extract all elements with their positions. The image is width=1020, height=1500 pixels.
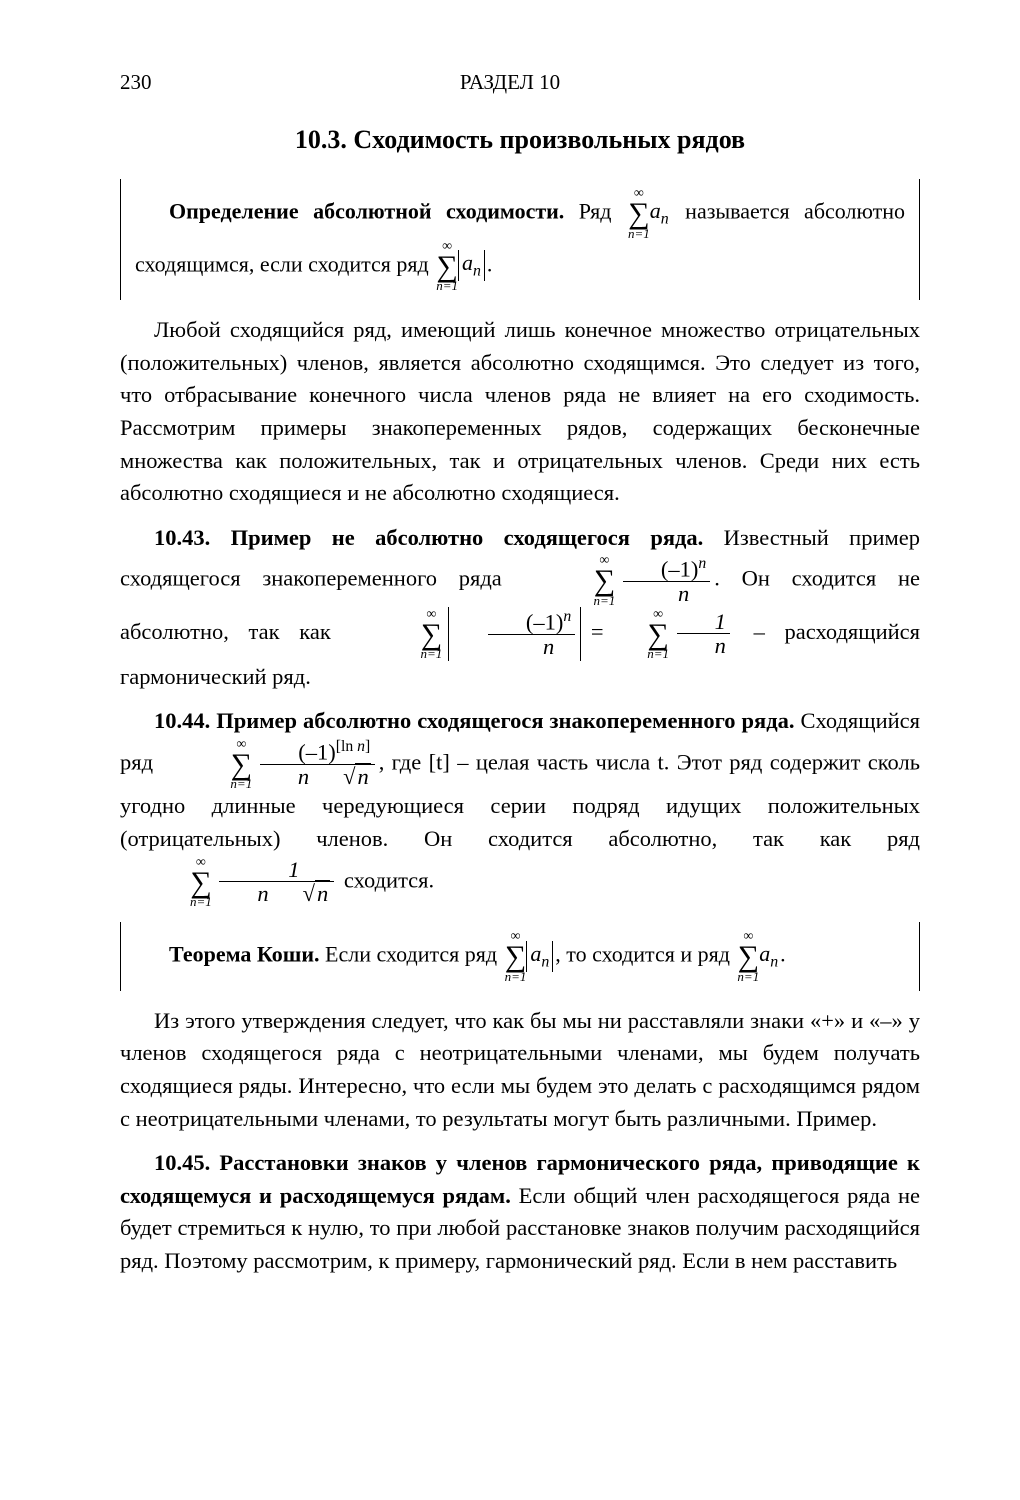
formula-abs-alt-harmonic: ∞ ∑ n=1 (–1)n n = ∞ ∑ n=1 1 n: [353, 607, 732, 661]
formula-sum-an-2: ∞ ∑ n=1 an: [737, 930, 778, 983]
paragraph-2: Из этого утверждения следует, что как бы…: [120, 1005, 920, 1136]
definition-absolute-convergence: Определение абсолютной сходимости. Ряд ∞…: [120, 179, 920, 300]
theorem-dot: .: [780, 941, 786, 966]
formula-alt-harmonic: ∞ ∑ n=1 (–1)n n: [526, 554, 713, 607]
ex44-text3: сходится.: [344, 867, 434, 892]
formula-sum-abs-an-2: ∞ ∑ n=1 an: [505, 930, 554, 983]
formula-sum-abs-an: ∞ ∑ n=1 an: [436, 240, 485, 293]
cauchy-theorem: Теорема Коши. Если сходится ряд ∞ ∑ n=1 …: [120, 922, 920, 991]
example-10-44: 10.44. Пример абсолютно сходящегося знак…: [120, 705, 920, 908]
section-label: РАЗДЕЛ 10: [460, 70, 560, 95]
definition-dot: .: [487, 251, 493, 276]
section-title: 10.3. Сходимость произвольных рядов: [120, 125, 920, 155]
theorem-text2: , то сходится и ряд: [555, 941, 735, 966]
formula-sum-an: ∞ ∑ n=1 an: [628, 187, 669, 240]
page-number: 230: [120, 70, 152, 95]
theorem-label: Теорема Коши.: [169, 941, 320, 966]
definition-text1: Ряд: [564, 198, 626, 223]
paragraph-1: Любой сходящийся ряд, имеющий лишь конеч…: [120, 314, 920, 510]
page-header: 230 РАЗДЕЛ 10: [120, 70, 920, 95]
formula-ln-series: ∞ ∑ n=1 (–1)[ln n] nn: [162, 738, 376, 791]
page: 230 РАЗДЕЛ 10 10.3. Сходимость произволь…: [0, 0, 1020, 1500]
ex44-label: 10.44. Пример абсолютно сходящегося знак…: [154, 708, 794, 733]
formula-1-nsqrtn: ∞ ∑ n=1 1 nn: [122, 856, 336, 909]
definition-label: Определение абсолютной сходимости.: [169, 198, 564, 223]
theorem-text1: Если сходится ряд: [320, 941, 503, 966]
ex43-label: 10.43. Пример не абсолютно сходящегося р…: [154, 525, 703, 550]
example-10-43: 10.43. Пример не абсолютно сходящегося р…: [120, 522, 920, 694]
example-10-45: 10.45. Расстановки знаков у членов гармо…: [120, 1147, 920, 1278]
